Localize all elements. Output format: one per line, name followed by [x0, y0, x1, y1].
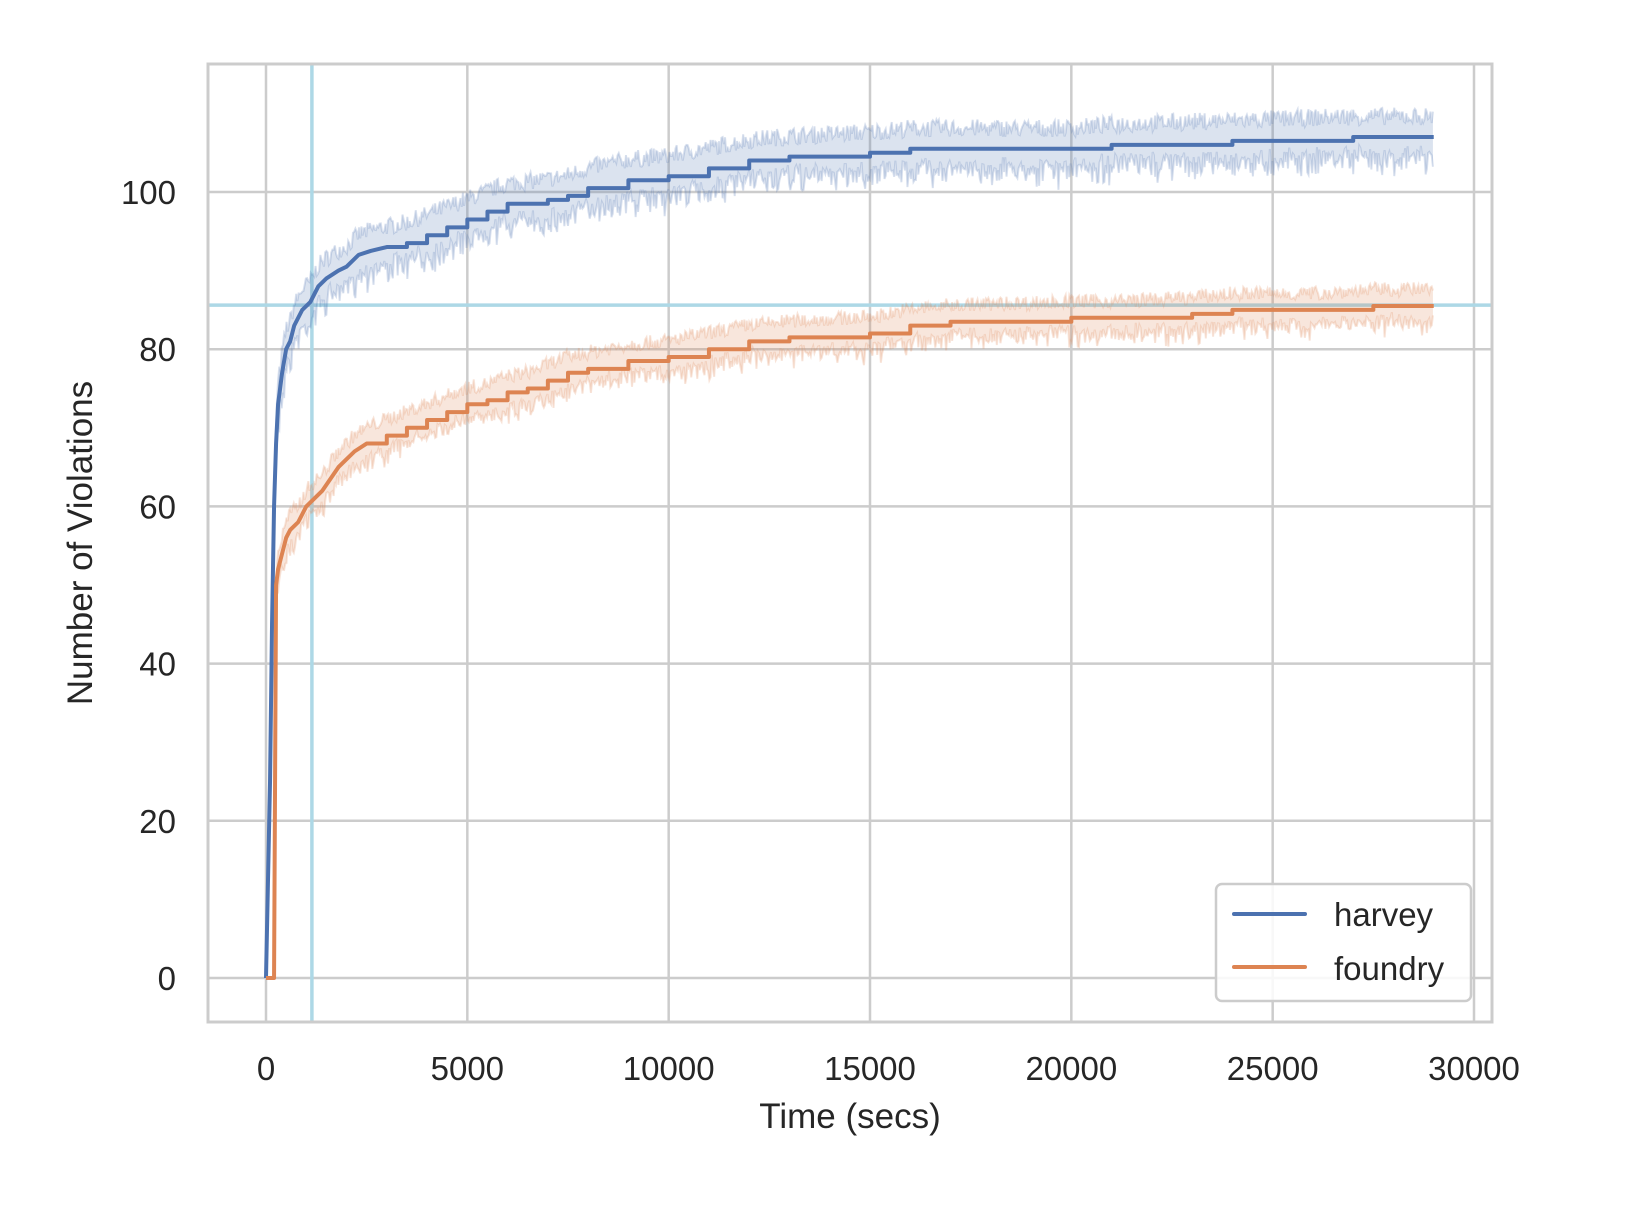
band-lower-foundry [273, 311, 1434, 910]
y-tick-label: 40 [139, 646, 176, 683]
series-lines [264, 134, 1434, 980]
y-tick-label: 60 [139, 488, 176, 525]
legend-label-foundry: foundry [1334, 950, 1445, 987]
reference-lines [208, 64, 1492, 1022]
x-tick-label: 25000 [1227, 1050, 1319, 1087]
x-tick-label: 5000 [431, 1050, 504, 1087]
band-upper-harvey [266, 105, 1434, 908]
y-tick-label: 0 [158, 960, 176, 997]
x-tick-label: 15000 [824, 1050, 916, 1087]
y-tick-label: 80 [139, 331, 176, 368]
y-axis-label: Number of Violations [61, 381, 100, 705]
x-axis-ticks: 0 5000 10000 15000 20000 25000 30000 [257, 1050, 1520, 1087]
legend-label-harvey: harvey [1334, 896, 1434, 933]
x-tick-label: 0 [257, 1050, 275, 1087]
plot-area [208, 64, 1492, 1022]
y-axis-ticks: 0 20 40 60 80 100 [121, 174, 176, 997]
x-axis-label: Time (secs) [759, 1097, 940, 1136]
series-line-harvey [264, 134, 1434, 979]
band-upper-foundry [273, 280, 1434, 884]
x-tick-label: 10000 [623, 1050, 715, 1087]
grid-lines [208, 64, 1492, 1022]
x-tick-label: 20000 [1025, 1050, 1117, 1087]
band-lower-harvey [266, 142, 1434, 935]
y-tick-label: 100 [121, 174, 176, 211]
legend: harvey foundry [1214, 882, 1473, 1003]
y-tick-label: 20 [139, 803, 176, 840]
confidence-bands [266, 105, 1434, 935]
series-line-foundry [266, 303, 1434, 980]
plot-frame [206, 62, 1494, 1024]
x-tick-label: 30000 [1428, 1050, 1520, 1087]
